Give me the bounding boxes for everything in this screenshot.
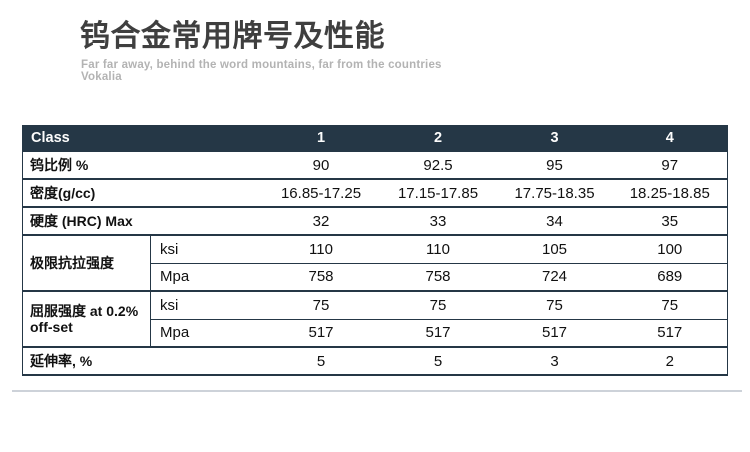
value-cell: 75 — [612, 290, 728, 319]
value-cell: 517 — [379, 318, 497, 347]
header-class-cell: Class — [22, 125, 263, 151]
table-row: 极限抗拉强度 ksi 110 110 105 100 — [22, 234, 728, 291]
value-cell: 3 — [496, 346, 613, 375]
row-label: 硬度 (HRC) Max — [22, 206, 263, 235]
value-cell: 110 — [262, 234, 380, 263]
table-row: Mpa 758 758 724 689 — [23, 262, 728, 291]
value-cell: 2 — [612, 346, 728, 375]
subtitle-line-1: Far far away, behind the word mountains,… — [81, 58, 442, 71]
table-row: 硬度 (HRC) Max 32 33 34 35 — [22, 206, 728, 235]
value-cell: 758 — [262, 262, 380, 291]
value-cell: 758 — [379, 262, 497, 291]
value-cell: 75 — [496, 290, 613, 319]
row-label: 极限抗拉强度 — [22, 234, 151, 291]
row-label: 屈服强度 at 0.2% off-set — [22, 290, 151, 347]
row-label: 延伸率, % — [22, 346, 263, 375]
unit-label: ksi — [150, 234, 263, 263]
row-label: 钨比例 % — [22, 150, 263, 179]
value-cell: 5 — [262, 346, 380, 375]
unit-label: Mpa — [150, 262, 263, 291]
table-row: 延伸率, % 5 5 3 2 — [22, 346, 728, 375]
header-col-3: 3 — [496, 125, 613, 151]
unit-label: Mpa — [150, 318, 263, 347]
value-cell: 105 — [496, 234, 613, 263]
value-cell: 517 — [262, 318, 380, 347]
value-cell: 689 — [612, 262, 728, 291]
value-cell: 17.75-18.35 — [496, 178, 613, 207]
value-cell: 75 — [379, 290, 497, 319]
table-row: 密度(g/cc) 16.85-17.25 17.15-17.85 17.75-18.3… — [22, 178, 728, 207]
value-cell: 35 — [612, 206, 728, 235]
header-col-2: 2 — [379, 125, 497, 151]
row-label: 密度(g/cc) — [22, 178, 263, 207]
header-col-4: 4 — [612, 125, 728, 151]
value-cell: 100 — [612, 234, 728, 263]
value-cell: 34 — [496, 206, 613, 235]
subtitle-line-2: Vokalia — [81, 70, 122, 83]
value-cell: 97 — [612, 150, 728, 179]
value-cell: 110 — [379, 234, 497, 263]
table-row: Mpa 517 517 517 517 — [23, 318, 728, 347]
value-cell: 95 — [496, 150, 613, 179]
value-cell: 517 — [496, 318, 613, 347]
table-shadow — [12, 390, 742, 392]
page-title: 钨合金常用牌号及性能 — [80, 20, 385, 53]
title-block: 钨合金常用牌号及性能 Far far away, behind the word… — [80, 18, 700, 83]
unit-label: ksi — [150, 290, 263, 319]
page-subtitle: Far far away, behind the word mountains,… — [81, 59, 700, 84]
table-row: 钨比例 % 90 92.5 95 97 — [22, 150, 728, 179]
value-cell: 724 — [496, 262, 613, 291]
value-cell: 17.15-17.85 — [379, 178, 497, 207]
value-cell: 33 — [379, 206, 497, 235]
value-cell: 517 — [612, 318, 728, 347]
value-cell: 92.5 — [379, 150, 497, 179]
value-cell: 90 — [262, 150, 380, 179]
table-row: 屈服强度 at 0.2% off-set ksi 75 75 75 75 — [22, 290, 728, 347]
value-cell: 32 — [262, 206, 380, 235]
value-cell: 16.85-17.25 — [262, 178, 380, 207]
value-cell: 5 — [379, 346, 497, 375]
value-cell: 75 — [262, 290, 380, 319]
header-col-1: 1 — [262, 125, 380, 151]
value-cell: 18.25-18.85 — [612, 178, 728, 207]
